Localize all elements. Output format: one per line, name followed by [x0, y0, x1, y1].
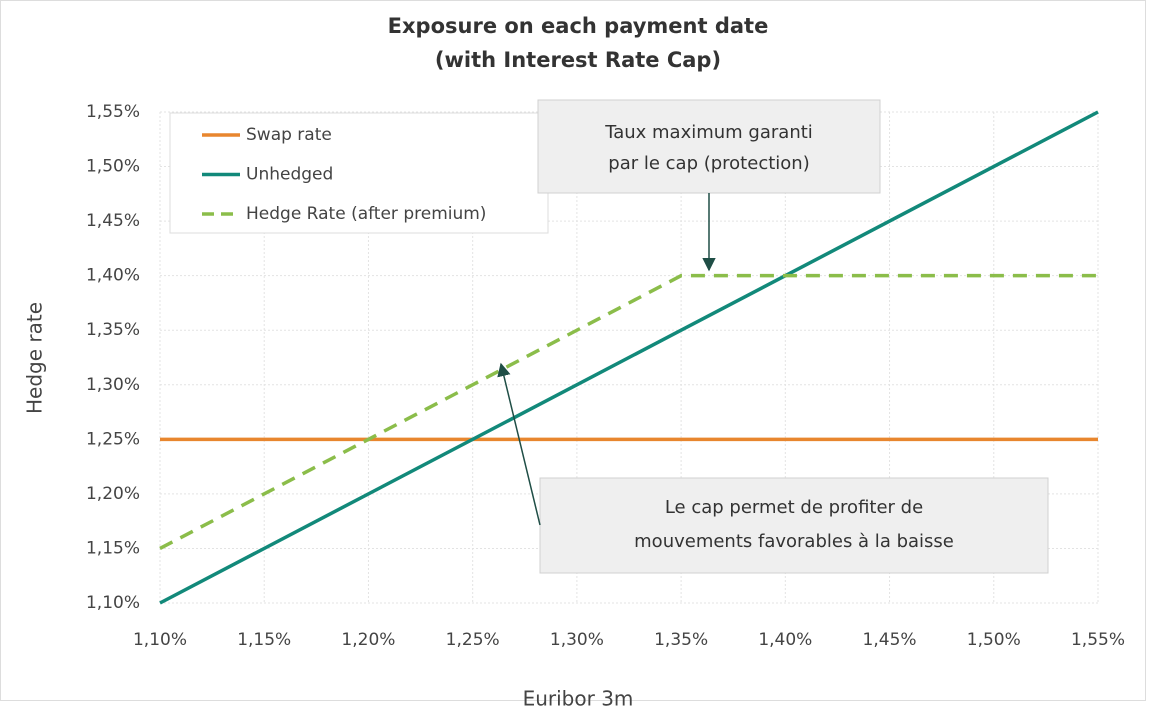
- y-tick-label: 1,10%: [86, 593, 140, 613]
- y-tick-label: 1,55%: [86, 102, 140, 122]
- y-tick-label: 1,30%: [86, 375, 140, 395]
- annotation-text: Taux maximum garanti: [604, 122, 813, 143]
- x-tick-label: 1,25%: [446, 630, 500, 650]
- legend: Swap rate Unhedged Hedge Rate (after premi…: [169, 112, 549, 234]
- annotation-text: Le cap permet de profiter de: [665, 497, 923, 518]
- x-tick-label: 1,55%: [1071, 630, 1125, 650]
- x-tick-label: 1,15%: [237, 630, 291, 650]
- chart-title: (with Interest Rate Cap): [435, 48, 721, 72]
- annotation: Le cap permet de profiter de mouvements …: [497, 362, 1049, 574]
- legend-label: Unhedged: [246, 165, 333, 185]
- y-axis-label: Hedge rate: [23, 302, 47, 414]
- x-tick-label: 1,10%: [133, 630, 187, 650]
- y-tick-label: 1,20%: [86, 484, 140, 504]
- annotation: Taux maximum garanti par le cap (protect…: [537, 99, 881, 272]
- x-tick-label: 1,20%: [341, 630, 395, 650]
- x-tick-label: 1,45%: [863, 630, 917, 650]
- annotation-text: par le cap (protection): [608, 153, 809, 174]
- y-tick-label: 1,45%: [86, 211, 140, 231]
- y-tick-label: 1,40%: [86, 266, 140, 286]
- annotation-arrow: [497, 362, 541, 526]
- plot-lines: [159, 110, 1099, 605]
- y-tick-label: 1,25%: [86, 429, 140, 449]
- y-tick-label: 1,15%: [86, 538, 140, 558]
- chart-title: Exposure on each payment date: [388, 14, 769, 38]
- legend-label: Hedge Rate (after premium): [246, 204, 486, 224]
- x-tick-label: 1,35%: [654, 630, 708, 650]
- x-tick-label: 1,30%: [550, 630, 604, 650]
- annotation-text: mouvements favorables à la baisse: [634, 531, 954, 552]
- x-axis-label: Euribor 3m: [523, 687, 634, 711]
- series-line: [159, 273, 1098, 550]
- x-tick-label: 1,50%: [967, 630, 1021, 650]
- y-tick-label: 1,50%: [86, 157, 140, 177]
- annotation-box: [537, 99, 881, 194]
- legend-label: Swap rate: [246, 125, 332, 145]
- annotation-box: [539, 477, 1049, 574]
- series-line: [159, 110, 1099, 605]
- y-tick-label: 1,35%: [86, 320, 140, 340]
- x-tick-label: 1,40%: [758, 630, 812, 650]
